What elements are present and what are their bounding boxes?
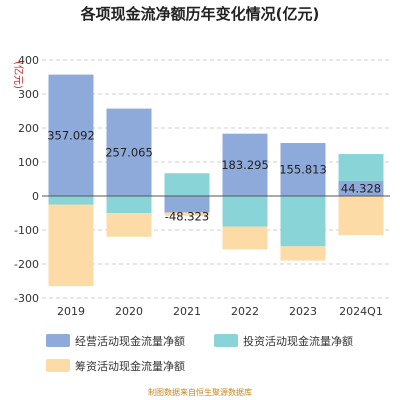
bar-segment bbox=[106, 213, 152, 237]
bar-segment bbox=[280, 143, 326, 196]
source-note: 制图数据来自恒生聚源数据库 bbox=[148, 387, 252, 397]
x-axis: 2019 2020 2021 2022 2023 2024Q1 bbox=[42, 195, 390, 318]
bar-segment bbox=[338, 180, 384, 196]
bars bbox=[48, 74, 384, 287]
legend-swatch bbox=[46, 359, 70, 372]
legend-swatch bbox=[214, 334, 238, 347]
y-tick-label: -300 bbox=[14, 292, 39, 305]
bar-segment bbox=[48, 74, 94, 196]
bar-segment bbox=[164, 173, 210, 196]
legend-label: 经营活动现金流量净额 bbox=[75, 334, 185, 348]
bar-segment bbox=[164, 212, 210, 216]
y-tick-label: 300 bbox=[18, 88, 39, 101]
chart-title: 各项现金流净额历年变化情况(亿元) bbox=[80, 5, 320, 23]
bar-segment bbox=[280, 196, 326, 247]
y-tick-label: -200 bbox=[14, 258, 39, 271]
y-axis: -300 -200 -100 0 100 200 300 400 bbox=[14, 54, 39, 305]
data-label: 155.813 bbox=[279, 163, 327, 177]
bar-segment bbox=[338, 154, 384, 181]
x-tick-label: 2021 bbox=[173, 305, 201, 318]
bar-segment bbox=[48, 196, 94, 205]
legend-label: 投资活动现金流量净额 bbox=[243, 334, 353, 348]
x-tick-label: 2023 bbox=[289, 305, 317, 318]
data-label: 357.092 bbox=[47, 128, 95, 142]
y-tick-label: 400 bbox=[18, 54, 39, 67]
y-tick-label: 0 bbox=[32, 190, 39, 203]
x-tick-label: 2019 bbox=[57, 305, 85, 318]
unit-label: (亿元) bbox=[12, 61, 25, 89]
bar-segment bbox=[222, 226, 268, 250]
y-tick-label: -100 bbox=[14, 224, 39, 237]
bar-segment bbox=[106, 196, 152, 213]
legend-label: 筹资活动现金流量净额 bbox=[75, 359, 185, 373]
y-tick-label: 100 bbox=[18, 156, 39, 169]
x-tick-label: 2020 bbox=[115, 305, 143, 318]
bar-segment bbox=[164, 196, 210, 213]
x-tick-label: 2024Q1 bbox=[339, 305, 383, 318]
legend-swatch bbox=[46, 334, 70, 347]
data-label: 44.328 bbox=[341, 181, 381, 195]
y-tick-label: 200 bbox=[18, 122, 39, 135]
data-label: 183.295 bbox=[221, 158, 269, 172]
bar-segment bbox=[48, 204, 94, 287]
grid bbox=[42, 59, 390, 299]
bar-segment bbox=[222, 196, 268, 227]
data-labels: 357.092 257.065 -48.323 183.295 155.813 44.32… bbox=[47, 128, 381, 223]
bar-segment bbox=[338, 196, 384, 236]
bar-segment bbox=[222, 133, 268, 196]
data-label: 257.065 bbox=[105, 145, 153, 159]
x-tick-label: 2022 bbox=[231, 305, 259, 318]
bar-segment bbox=[280, 246, 326, 261]
bar-segment bbox=[106, 108, 152, 196]
data-label: -48.323 bbox=[165, 209, 209, 223]
